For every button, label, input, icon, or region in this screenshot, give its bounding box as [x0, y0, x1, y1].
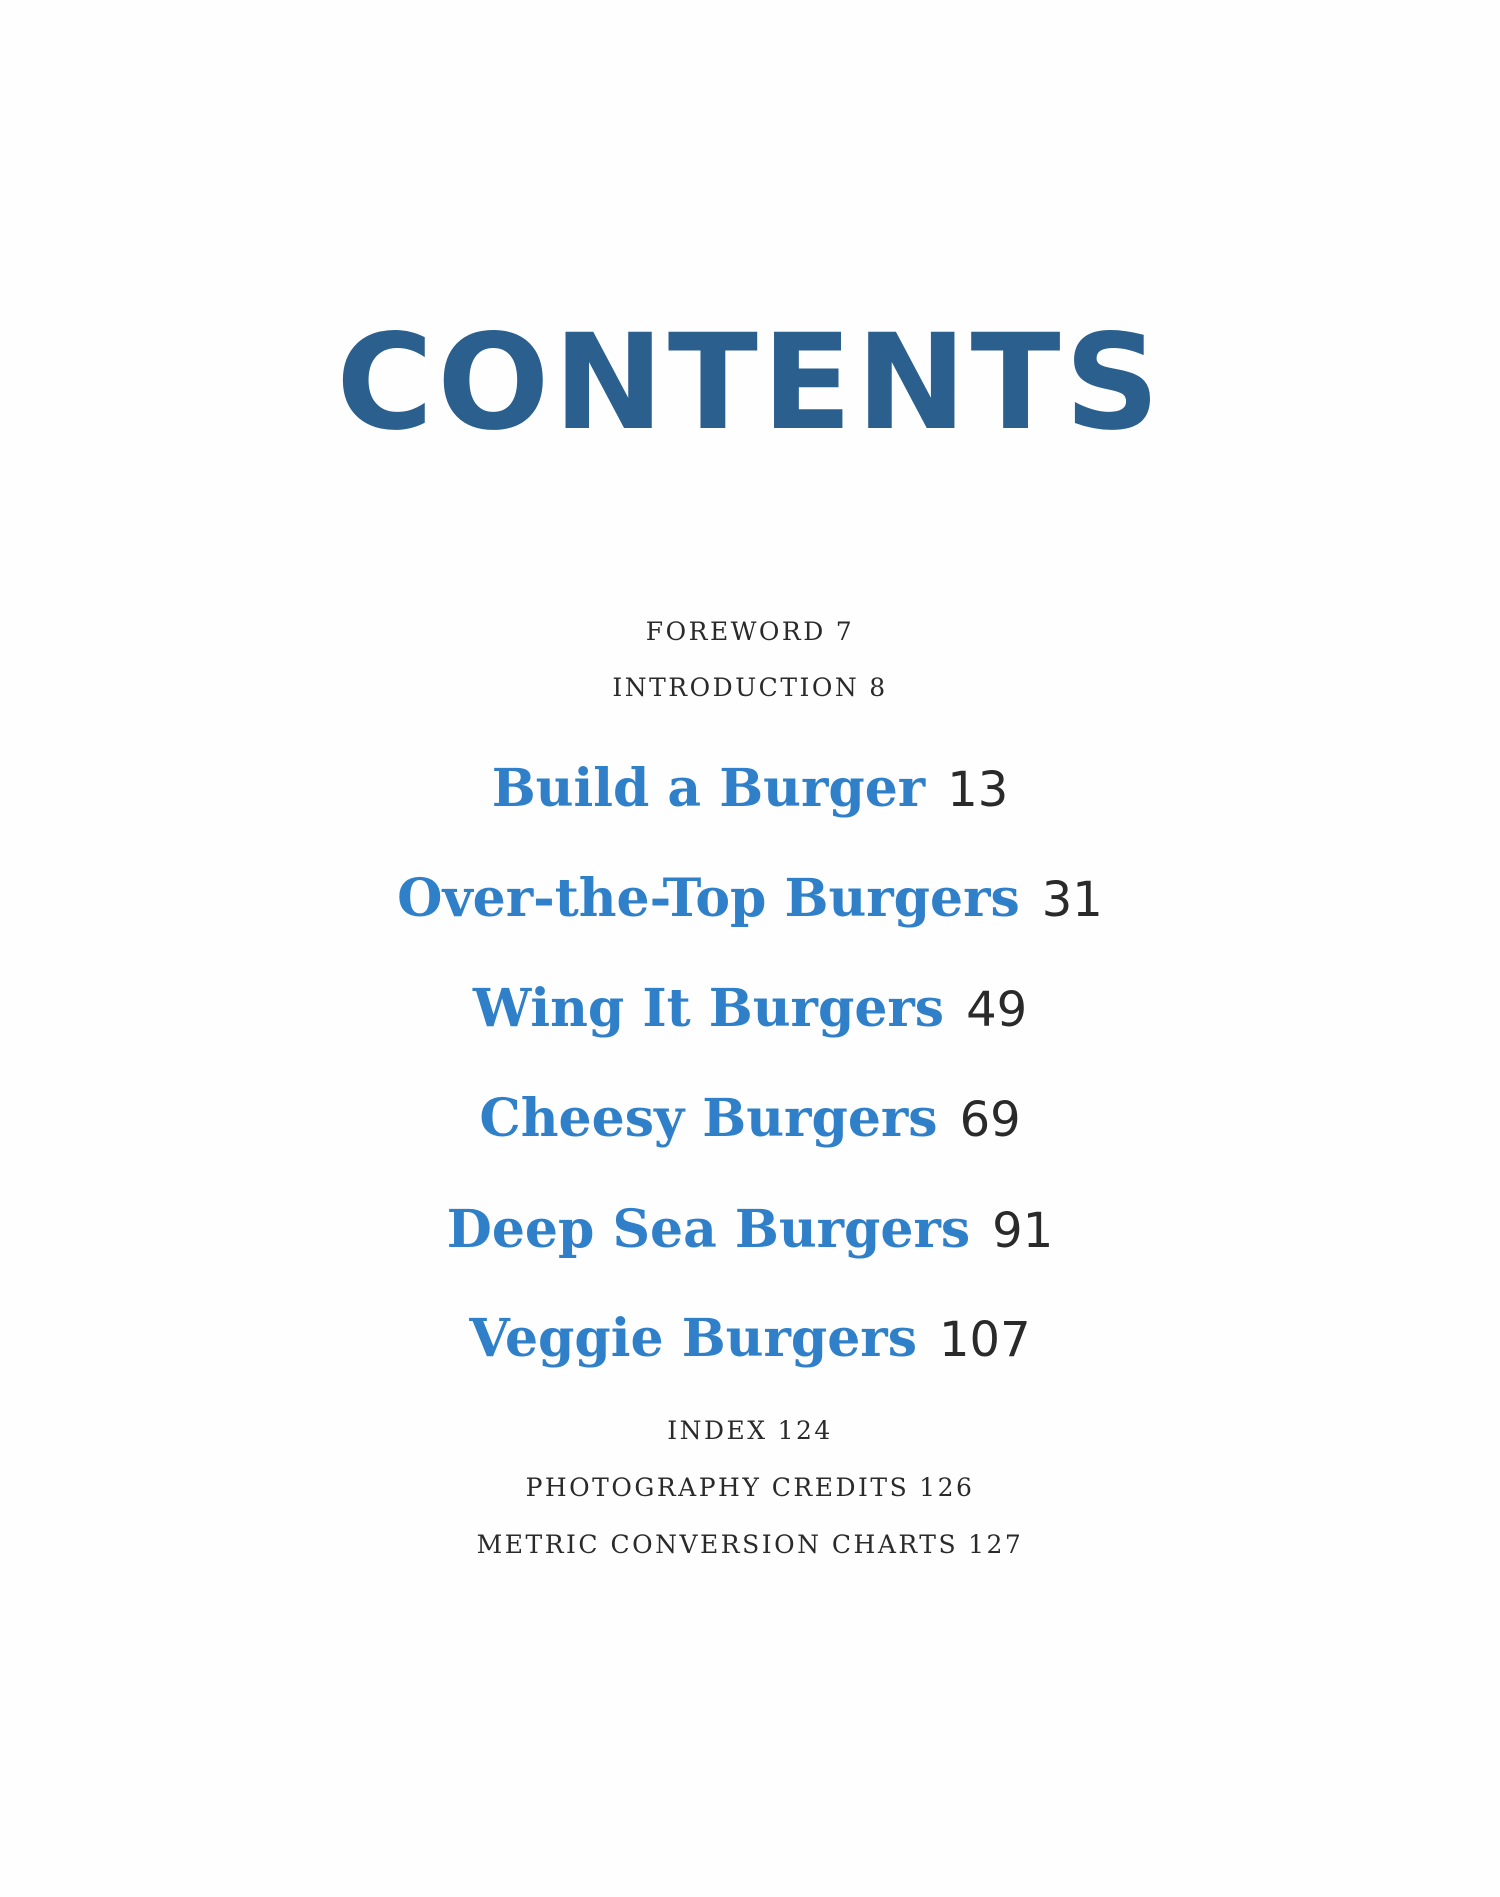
toc-chapter-wing-it[interactable]: Wing It Burgers 49 [0, 974, 1500, 1057]
entry-page: 7 [835, 617, 855, 646]
chapter-title: Build a Burger [491, 758, 926, 819]
chapter-title: Wing It Burgers [472, 978, 945, 1039]
chapter-page: 107 [938, 1312, 1031, 1368]
entry-label: INTRODUCTION [612, 673, 860, 702]
chapter-title: Deep Sea Burgers [446, 1199, 971, 1260]
toc-chapter-veggie[interactable]: Veggie Burgers 107 [0, 1304, 1500, 1387]
chapter-page: 49 [966, 982, 1028, 1038]
toc-entry-photography-credits[interactable]: PHOTOGRAPHY CREDITS 126 [0, 1471, 1500, 1505]
chapter-page: 69 [959, 1092, 1021, 1148]
entry-page: 126 [919, 1473, 975, 1502]
entry-page: 8 [869, 673, 888, 702]
toc-chapter-build-a-burger[interactable]: Build a Burger 13 [0, 754, 1500, 837]
chapter-title: Veggie Burgers [469, 1308, 917, 1369]
chapter-title: Over-the-Top Burgers [397, 868, 1020, 929]
chapter-page: 31 [1041, 872, 1103, 928]
toc-chapter-over-the-top[interactable]: Over-the-Top Burgers 31 [0, 864, 1500, 947]
toc-entry-metric-conversion[interactable]: METRIC CONVERSION CHARTS 127 [0, 1528, 1500, 1562]
entry-label: FOREWORD [645, 617, 826, 646]
toc-entry-index[interactable]: INDEX 124 [0, 1414, 1500, 1448]
entry-page: 124 [777, 1416, 833, 1445]
toc-entry-introduction[interactable]: INTRODUCTION 8 [0, 671, 1500, 705]
entry-label: METRIC CONVERSION CHARTS [476, 1530, 959, 1559]
page-title: CONTENTS [336, 306, 1164, 460]
entry-label: PHOTOGRAPHY CREDITS [525, 1473, 910, 1502]
toc-entry-foreword[interactable]: FOREWORD 7 [0, 615, 1500, 649]
chapter-page: 91 [992, 1203, 1054, 1259]
toc-chapter-deep-sea[interactable]: Deep Sea Burgers 91 [0, 1195, 1500, 1278]
toc-chapter-cheesy[interactable]: Cheesy Burgers 69 [0, 1084, 1500, 1167]
entry-page: 127 [968, 1530, 1024, 1559]
chapter-page: 13 [947, 762, 1009, 818]
chapter-title: Cheesy Burgers [479, 1088, 938, 1149]
entry-label: INDEX [667, 1416, 768, 1445]
